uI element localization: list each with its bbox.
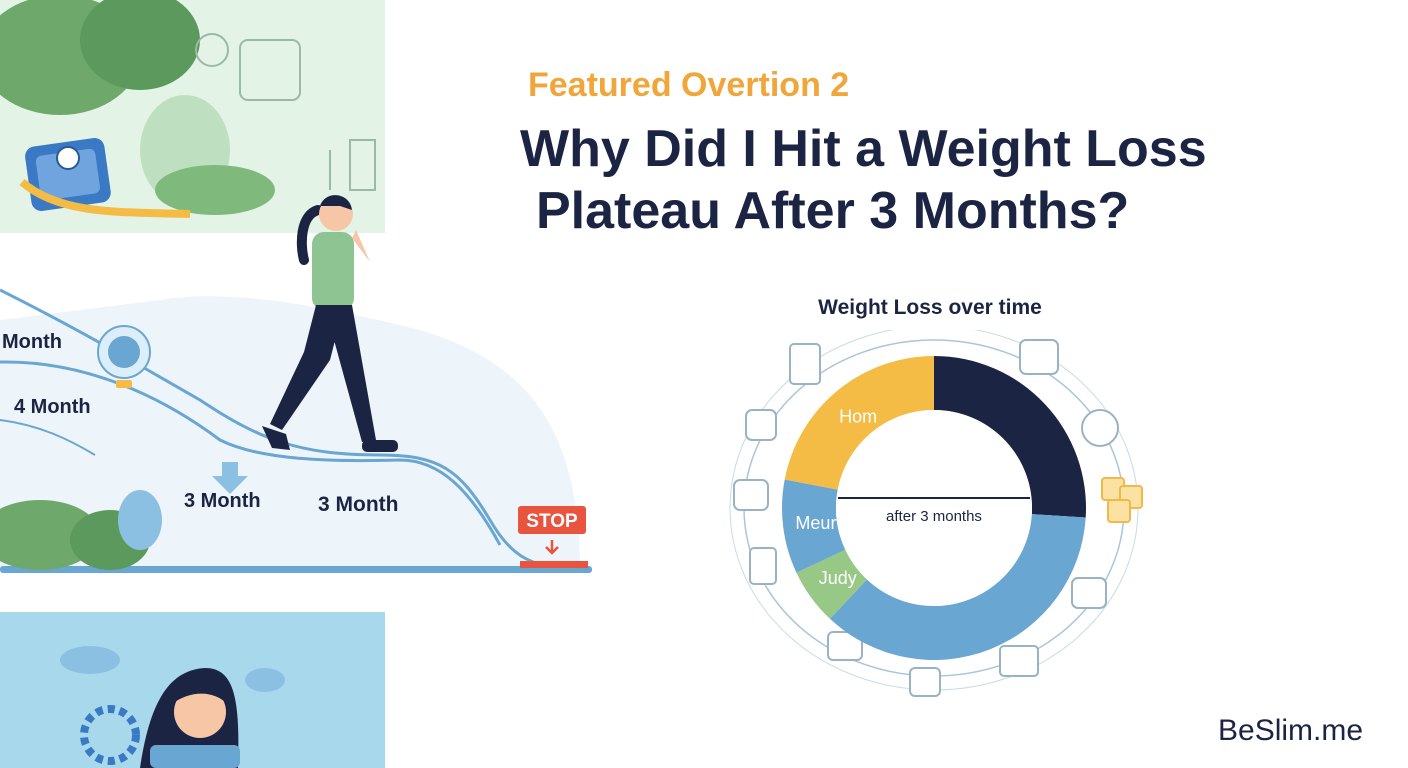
slice-label: Hom	[839, 406, 877, 426]
tape-measure	[19, 178, 191, 218]
donut-chart: after 3 months Judy Meur Hom	[729, 330, 1143, 697]
timeline-panel: Month 4 Month 3 Month 3 Month STOP	[0, 195, 600, 573]
donut-slice	[782, 479, 846, 573]
illustration-panel: Month 4 Month 3 Month 3 Month STOP	[0, 0, 600, 768]
sticky-notes-icon	[1101, 477, 1143, 523]
brand-logo: BeSlim.me	[1218, 714, 1363, 748]
chart-center-label: after 3 months	[886, 508, 982, 525]
plate-doodle-icon	[827, 631, 863, 661]
eyebrow-label: Featured Overtion 2	[528, 66, 850, 104]
brand-suffix: .me	[1313, 714, 1364, 747]
timeline-label: 4 Month	[14, 396, 91, 418]
down-arrow-icon	[212, 462, 248, 494]
decorative-ring	[729, 330, 1143, 697]
walking-woman	[262, 195, 398, 452]
timeline-label: 3 Month	[318, 493, 398, 516]
chart-title: Weight Loss over time	[818, 296, 1042, 319]
notebook-icon	[789, 343, 821, 385]
watch-doodle-icon	[749, 547, 777, 585]
donut-slice	[784, 356, 934, 490]
page-title-line-2: Plateau After 3 Months?	[536, 182, 1130, 240]
timeline-label: Month	[2, 331, 62, 353]
bottle-doodle-icon	[745, 409, 777, 441]
calendar-doodle-icon	[999, 645, 1039, 677]
dumbbell-doodle-icon	[733, 479, 769, 511]
thinking-woman-panel	[0, 612, 385, 768]
donut-slice	[934, 356, 1086, 518]
scale-doodle-icon	[1019, 339, 1059, 375]
slice-label: Judy	[819, 568, 857, 588]
stop-sign: STOP	[518, 506, 588, 568]
brand-name: BeSlim	[1218, 714, 1314, 747]
person-doodle-icon	[1081, 409, 1119, 447]
cup-doodle-icon	[909, 667, 941, 697]
plants-scale-panel	[0, 0, 385, 233]
scale-icon	[25, 138, 111, 211]
page-title-line-1: Why Did I Hit a Weight Loss	[520, 120, 1207, 178]
timeline-label: 3 Month	[184, 490, 261, 512]
donut-slice	[829, 514, 1086, 660]
gym-doodle-icon	[1071, 577, 1107, 609]
slice-label: Meur	[795, 513, 836, 533]
stop-sign-label: STOP	[526, 511, 578, 532]
page-title: Why Did I Hit a Weight Loss Plateau Afte…	[520, 118, 1320, 242]
donut-slice	[796, 549, 867, 619]
gear-icon	[80, 705, 140, 765]
